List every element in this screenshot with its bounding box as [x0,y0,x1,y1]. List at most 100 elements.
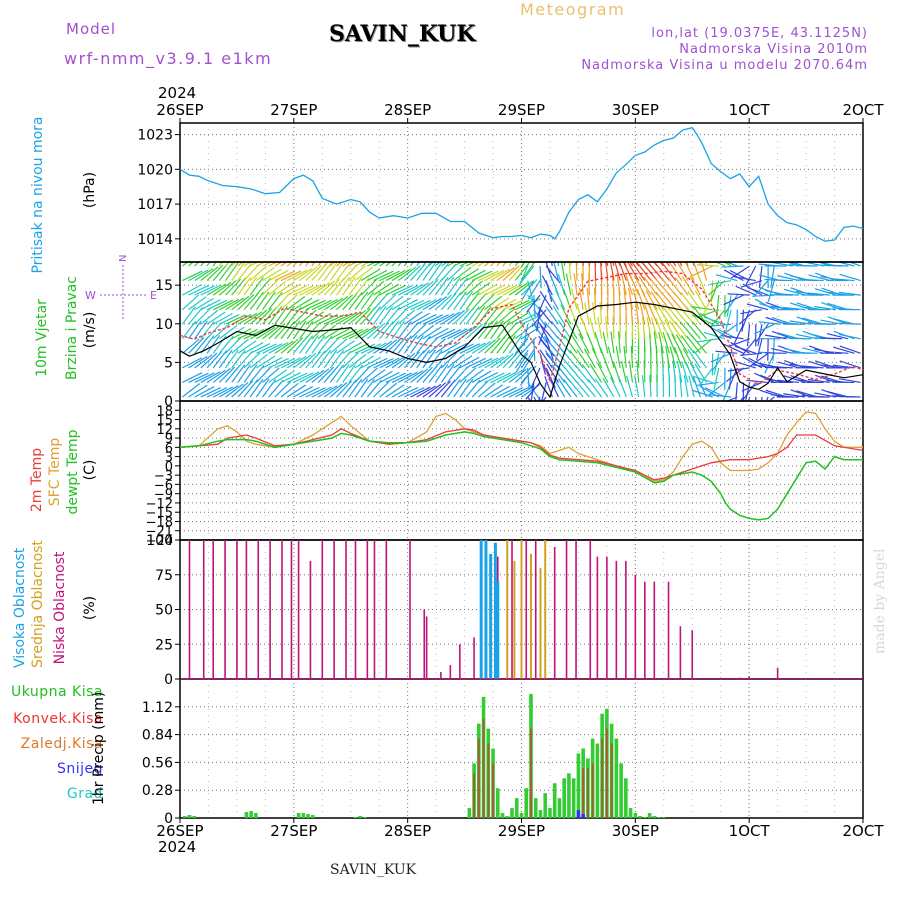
mid-cloud-bar [506,540,509,679]
wind-barb [538,306,553,325]
wind-barb [200,266,219,282]
wind-barb [206,369,226,383]
wind-barb [610,331,615,354]
wind-barb [723,343,744,354]
total-precip-bar [557,798,562,818]
wind-barb [477,382,496,398]
wind-barb [311,368,330,383]
wind-barb [698,262,701,267]
wind-barb [728,338,750,347]
conv-precip-bar [492,763,495,818]
wind-barb [537,396,541,401]
wind-barb [268,262,279,267]
wind-barb [410,335,424,354]
y-tick-label: 18 [156,404,173,419]
precip-total-title: Ukupna Kisa [10,684,103,700]
wind-barb [397,262,403,267]
wind-barb [710,280,720,302]
wind-barb [293,386,314,398]
low-cloud-bar [634,574,637,679]
wind-barb [249,309,268,325]
wind-barb [317,335,333,354]
high-cloud-bar [493,542,497,679]
low-cloud-bar [409,540,411,679]
wind-barb [422,262,427,267]
total-precip-bar [533,798,538,818]
total-precip-bar [524,788,529,818]
wind-barb [553,377,566,398]
low-cloud-bar [596,556,599,679]
wind-barb [593,287,597,310]
wind-barb [428,262,443,281]
conv-precip-bar [586,768,589,818]
wind-barb [459,262,470,267]
low-cloud-bar [321,540,324,679]
pressure-line [179,126,864,242]
wind-barb [231,328,252,340]
mid-cloud-bar [520,540,523,679]
wind-barb [360,278,377,296]
wind-barb [218,349,233,369]
wind-barb [672,262,677,267]
wind-barb [661,292,677,311]
y-tick-label: 15 [155,278,173,294]
wind-barb [379,262,387,267]
wind-barb [764,334,787,340]
wind-barb [635,302,640,325]
wind-barb [496,335,511,354]
total-precip-bar [495,788,500,818]
wind-barb [206,321,223,340]
wind-barb [838,378,861,384]
wind-barb [317,324,336,340]
total-precip-bar [633,813,638,818]
wind-barb [255,366,272,383]
wind-barb [471,358,493,369]
wind-barb [397,335,412,354]
wind-barb [459,307,475,325]
wind-barb [410,368,429,383]
wind-barb [765,396,769,401]
wind-barb [194,262,200,267]
y-tick-label: −3 [154,469,173,484]
wind-barb [453,378,467,398]
wind-barb [521,262,526,267]
total-precip-bar [538,810,543,818]
wind-barb [502,387,524,398]
wind-barb [725,309,732,332]
wind-barb [662,332,671,354]
wind-barb [206,264,224,281]
wind-barb [683,375,689,398]
wind-barb [391,336,407,354]
wind-barb [657,305,670,325]
wind-barb [691,336,707,354]
wind-barb [538,324,547,346]
wind-barb [634,262,640,267]
wind-barb [434,364,449,383]
conv-precip-bar [529,728,532,818]
wind-barb [391,385,412,398]
wind-barb [453,266,472,282]
wind-barb [734,276,756,282]
wind-speed-line [179,301,864,399]
wind-barb [653,331,658,354]
wind-barb [336,262,351,281]
x-tick-label-top: 28SEP [384,101,431,119]
wind-barb [416,324,435,340]
wind-barb [642,316,646,339]
wind-barb [465,342,486,354]
wind-barb [643,303,652,325]
wind-barb [286,306,302,325]
wind-barb [280,338,299,354]
wind-barb [416,299,437,311]
wind-barb [379,371,400,383]
temp2m-line [179,428,864,481]
wind-barb [268,342,289,354]
wind-barb [249,364,265,383]
wind-barb [771,347,793,354]
low-cloud-bar [224,540,226,679]
wind-barb [615,346,621,368]
total-precip-bar [647,813,652,818]
wind-barb [692,376,701,398]
wind-barb [771,262,793,267]
wind-barb [591,347,603,369]
